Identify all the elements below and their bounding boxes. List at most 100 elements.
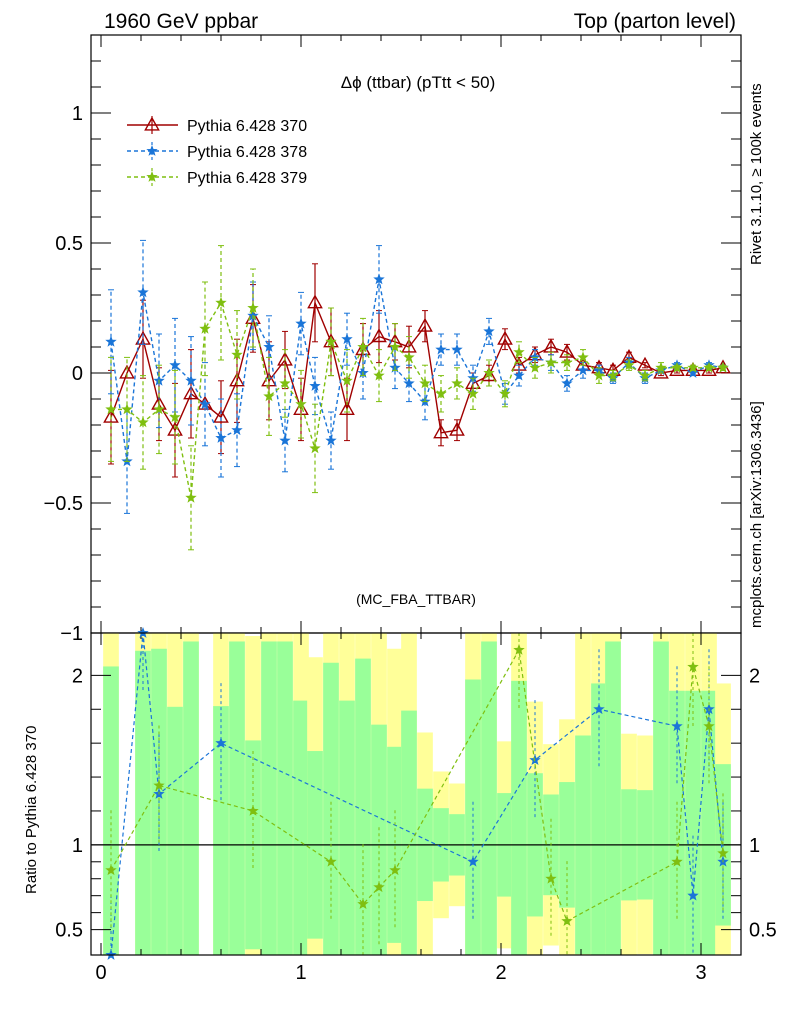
ratio-point: [717, 847, 729, 859]
ratio-point: [513, 643, 525, 655]
uncertainty-band-1sigma: [183, 641, 199, 955]
data-point: [389, 341, 401, 352]
uncertainty-band-1sigma: [481, 641, 497, 955]
data-point: [449, 421, 465, 436]
data-point: [497, 330, 513, 345]
data-point: [263, 341, 275, 352]
rivet-label: Rivet 3.1.10, ≥ 100k events: [748, 83, 765, 265]
ratio-point: [389, 864, 401, 876]
data-point: [229, 372, 245, 387]
uncertainty-band-1sigma: [605, 641, 621, 955]
ratio-point: [703, 720, 715, 732]
data-point: [341, 333, 353, 345]
data-point: [481, 367, 497, 382]
data-point: [307, 294, 323, 309]
series-line: [110, 300, 724, 434]
series-line: [110, 279, 724, 462]
data-point: [403, 377, 415, 389]
data-point: [561, 356, 573, 368]
data-point: [137, 286, 149, 298]
watermark: (MC_FBA_TTBAR): [356, 591, 476, 607]
data-point: [419, 377, 431, 389]
data-point: [593, 369, 605, 381]
data-point: [545, 356, 557, 368]
ratio-point: [357, 898, 369, 909]
data-point: [215, 296, 227, 308]
header-left: 1960 GeV ppbar: [104, 10, 258, 33]
y-tick-label-right: 2: [749, 665, 760, 687]
ratio-plot-panel: 0 1 2 3 0.5 0.5 1 1 2 2 Ratio to Pythia 6.428 370: [23, 627, 777, 984]
y-tick-label: 0.5: [55, 920, 83, 942]
data-point: [119, 364, 135, 379]
ratio-point: [671, 855, 683, 867]
data-point: [577, 364, 589, 376]
x-tick-label: 3: [695, 962, 706, 984]
data-point: [263, 390, 275, 402]
y-tick-label: 1: [72, 103, 83, 125]
ratio-point: [687, 660, 699, 672]
data-point: [687, 361, 699, 373]
series-3: [105, 245, 729, 551]
ratio-point: [467, 855, 479, 867]
data-point: [499, 387, 511, 399]
ratio-point: [215, 737, 227, 748]
data-point: [529, 361, 541, 373]
ratio-point: [687, 889, 699, 901]
ratio-point: [561, 915, 573, 926]
data-point: [325, 434, 337, 446]
legend-entry: Pythia 6.428 378: [127, 142, 307, 161]
uncertainty-band-1sigma: [167, 706, 183, 955]
uncertainty-band-1sigma: [591, 683, 607, 955]
data-point: [185, 491, 197, 503]
data-point: [433, 424, 449, 439]
main-plot-panel: −1 −0.5 0 0.5 1 Δϕ (ttbar) (pTtt < 50) (MC_F…: [44, 34, 742, 645]
legend-marker: [144, 116, 160, 131]
data-point: [701, 361, 717, 376]
legend-label: Pythia 6.428 378: [187, 144, 307, 161]
data-point: [309, 442, 321, 454]
uncertainty-band-1sigma: [229, 641, 245, 955]
uncertainty-band-1sigma: [339, 700, 355, 955]
data-point: [373, 273, 385, 285]
data-point: [639, 369, 651, 381]
series-1: [103, 263, 731, 478]
uncertainty-band-1sigma: [465, 679, 481, 955]
uncertainty-band-1sigma: [277, 641, 293, 955]
ratio-series-2: [105, 633, 729, 955]
ratio-point: [529, 754, 541, 765]
data-point: [703, 361, 715, 373]
ratio-ylabel: Ratio to Pythia 6.428 370: [23, 726, 40, 894]
uncertainty-band-1sigma: [213, 706, 229, 955]
data-point: [199, 322, 211, 334]
uncertainty-band-1sigma: [669, 690, 685, 955]
uncertainty-band-1sigma: [261, 641, 277, 955]
y-tick-label: 1: [72, 835, 83, 857]
data-point: [357, 341, 369, 352]
data-point: [169, 411, 181, 423]
data-point: [169, 359, 181, 371]
data-point: [669, 361, 685, 376]
data-point: [577, 351, 589, 363]
y-tick-label-right: 1: [749, 835, 760, 857]
data-point: [467, 387, 479, 399]
legend-label: Pythia 6.428 370: [187, 118, 307, 135]
ratio-point: [545, 872, 557, 884]
ratio-line: [110, 648, 724, 922]
uncertainty-band-1sigma: [135, 650, 151, 955]
data-point: [153, 403, 165, 415]
y-tick-label: −1: [60, 623, 83, 645]
data-point: [417, 317, 433, 332]
uncertainty-band-1sigma: [511, 680, 527, 955]
data-point: [247, 302, 259, 313]
data-point: [483, 367, 495, 378]
data-point: [435, 387, 447, 399]
data-point: [279, 434, 291, 446]
data-point: [105, 403, 117, 415]
data-point: [607, 369, 619, 381]
ratio-point: [153, 779, 165, 791]
header-right: Top (parton level): [574, 10, 736, 33]
legend: Pythia 6.428 370 Pythia 6.428 378 Pythia 6…: [127, 116, 307, 187]
data-point: [371, 328, 387, 343]
series-line: [111, 301, 723, 498]
